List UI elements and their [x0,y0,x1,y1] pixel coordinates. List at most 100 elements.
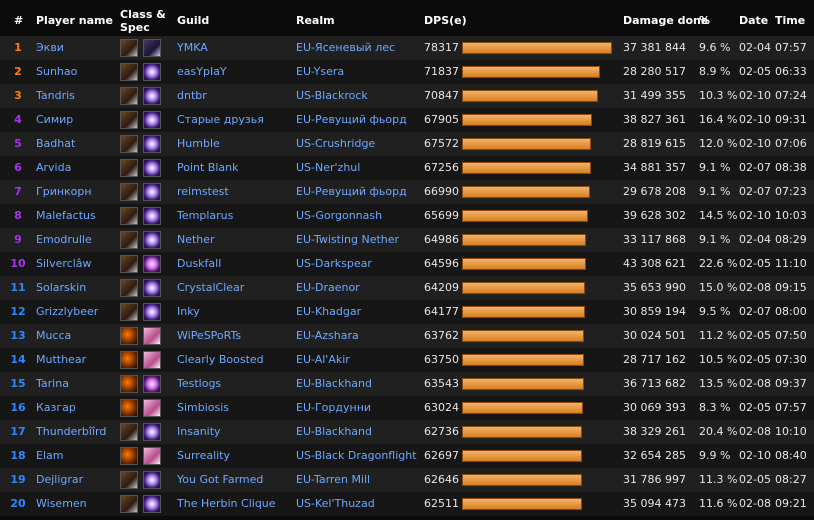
table-row[interactable]: 20 Wisemen The Herbin Clique US-Kel'Thuzad 6… [0,492,814,516]
realm-link[interactable]: US-Crushridge [296,137,376,150]
guild-link[interactable]: The Herbin Clique [177,497,276,510]
realm-link[interactable]: EU-Ясеневый лес [296,41,396,54]
guild-link[interactable]: Humble [177,137,220,150]
player-name-link[interactable]: Wisemen [36,497,87,510]
realm-link[interactable]: EU-Ревущий фьорд [296,185,407,198]
guild-header[interactable]: Guild [177,14,210,27]
guild-link[interactable]: Surreality [177,449,231,462]
realm-header[interactable]: Realm [296,14,335,27]
table-row[interactable]: 10 Silverclâw Duskfall US-Darkspear 64596 43 … [0,252,814,276]
realm-link[interactable]: EU-Ревущий фьорд [296,113,407,126]
player-name-link[interactable]: Arvida [36,161,72,174]
guild-link[interactable]: easYpIaY [177,65,227,78]
player-name-link[interactable]: Mutthear [36,353,87,366]
guild-link[interactable]: Point Blank [177,161,239,174]
table-row[interactable]: 18 Elam Surreality US-Black Dragonflight 626… [0,444,814,468]
guild-link[interactable]: CrystalClear [177,281,245,294]
table-row[interactable]: 1 Экви YMKA EU-Ясеневый лес 78317 37 381 844 9… [0,36,814,60]
realm-link[interactable]: US-Darkspear [296,257,372,270]
player-name-link[interactable]: Гринкорн [36,185,92,198]
realm-link[interactable]: EU-Гордунни [296,401,372,414]
realm-link[interactable]: US-Ner'zhul [296,161,361,174]
guild-link[interactable]: dntbr [177,89,207,102]
realm-link[interactable]: US-Gorgonnash [296,209,383,222]
player-name-link[interactable]: Thunderbîîrd [36,425,107,438]
glow2-spec-icon [143,255,161,273]
percent-header[interactable]: % [699,14,711,27]
player-name-link[interactable]: Tarina [36,377,69,390]
dps-header[interactable]: DPS(e) [424,14,467,27]
date-value: 02-05 [739,65,771,78]
warrior-class-icon [120,135,138,153]
guild-link[interactable]: WiPeSPoRTs [177,329,242,342]
realm-link[interactable]: US-Blackrock [296,89,368,102]
table-row[interactable]: 11 Solarskin CrystalClear EU-Draenor 64209 35… [0,276,814,300]
guild-link[interactable]: Simbiosis [177,401,230,414]
realm-link[interactable]: EU-Azshara [296,329,359,342]
table-row[interactable]: 5 Badhat Humble US-Crushridge 67572 28 819 61… [0,132,814,156]
table-row[interactable]: 8 Malefactus Templarus US-Gorgonnash 65699 39… [0,204,814,228]
guild-link[interactable]: reimstest [177,185,229,198]
player-name-link[interactable]: Симир [36,113,74,126]
dps-value: 62736 [424,425,459,438]
table-row[interactable]: 6 Arvida Point Blank US-Ner'zhul 67256 34 881… [0,156,814,180]
guild-link[interactable]: Clearly Boosted [177,353,264,366]
table-row[interactable]: 17 Thunderbîîrd Insanity EU-Blackhand 62736 3… [0,420,814,444]
player-name-link[interactable]: Sunhao [36,65,78,78]
table-row[interactable]: 2 Sunhao easYpIaY EU-Ysera 71837 28 280 517 8.… [0,60,814,84]
damage-header[interactable]: Damage done [623,14,709,27]
realm-link[interactable]: US-Black Dragonflight [296,449,417,462]
realm-link[interactable]: EU-Blackhand [296,425,373,438]
player-name-link[interactable]: Grizzlybeer [36,305,99,318]
realm-link[interactable]: EU-Blackhand [296,377,373,390]
percent-value: 14.5 % [699,209,738,222]
realm-link[interactable]: EU-Twisting Nether [296,233,400,246]
player-name-link[interactable]: Dejligrar [36,473,84,486]
guild-link[interactable]: Testlogs [177,377,222,390]
player-name-link[interactable]: Tandris [36,89,75,102]
table-row[interactable]: 4 Симир Старые друзья EU-Ревущий фьорд 67905… [0,108,814,132]
guild-link[interactable]: Inky [177,305,200,318]
table-row[interactable]: 13 Mucca WiPeSPoRTs EU-Azshara 63762 30 024 5… [0,324,814,348]
guild-link[interactable]: Старые друзья [177,113,264,126]
player-name-link[interactable]: Badhat [36,137,76,150]
table-row[interactable]: 3 Tandris dntbr US-Blackrock 70847 31 499 355… [0,84,814,108]
player-name-link[interactable]: Solarskin [36,281,87,294]
rank-cell: 5 [14,137,22,150]
player-name-link[interactable]: Elam [36,449,64,462]
table-row[interactable]: 19 Dejligrar You Got Farmed EU-Tarren Mill 6… [0,468,814,492]
time-header[interactable]: Time [775,14,806,27]
guild-link[interactable]: Nether [177,233,215,246]
dps-bar [462,450,582,462]
player-name-link[interactable]: Казгар [36,401,76,414]
guild-link[interactable]: Duskfall [177,257,222,270]
player-name-link[interactable]: Malefactus [36,209,96,222]
player-name-link[interactable]: Silverclâw [36,257,92,270]
realm-link[interactable]: EU-Al'Akir [296,353,350,366]
class-header: Class & [120,8,166,21]
table-row[interactable]: 14 Mutthear Clearly Boosted EU-Al'Akir 63750… [0,348,814,372]
table-row[interactable]: 7 Гринкорн reimstest EU-Ревущий фьорд 66990 2… [0,180,814,204]
guild-link[interactable]: YMKA [177,41,208,54]
date-value: 02-04 [739,233,771,246]
percent-value: 8.3 % [699,401,731,414]
realm-link[interactable]: US-Kel'Thuzad [296,497,375,510]
realm-link[interactable]: EU-Tarren Mill [296,473,371,486]
table-row[interactable]: 15 Tarina Testlogs EU-Blackhand 63543 36 713 … [0,372,814,396]
player-name-link[interactable]: Экви [36,41,64,54]
realm-link[interactable]: EU-Draenor [296,281,360,294]
date-header[interactable]: Date [739,14,769,27]
realm-link[interactable]: EU-Ysera [296,65,345,78]
table-row[interactable]: 12 Grizzlybeer Inky EU-Khadgar 64177 30 859 1… [0,300,814,324]
table-row[interactable]: 9 Emodrulle Nether EU-Twisting Nether 64986 3… [0,228,814,252]
realm-link[interactable]: EU-Khadgar [296,305,362,318]
table-row[interactable]: 16 Казгар Simbiosis EU-Гордунни 63024 30 069 … [0,396,814,420]
guild-link[interactable]: Insanity [177,425,221,438]
guild-link[interactable]: You Got Farmed [177,473,264,486]
player-name-link[interactable]: Emodrulle [36,233,92,246]
player-name-link[interactable]: Mucca [36,329,72,342]
player-header[interactable]: Player name [36,14,113,27]
guild-link[interactable]: Templarus [177,209,234,222]
percent-value: 9.1 % [699,161,731,174]
time-value: 07:23 [775,185,807,198]
